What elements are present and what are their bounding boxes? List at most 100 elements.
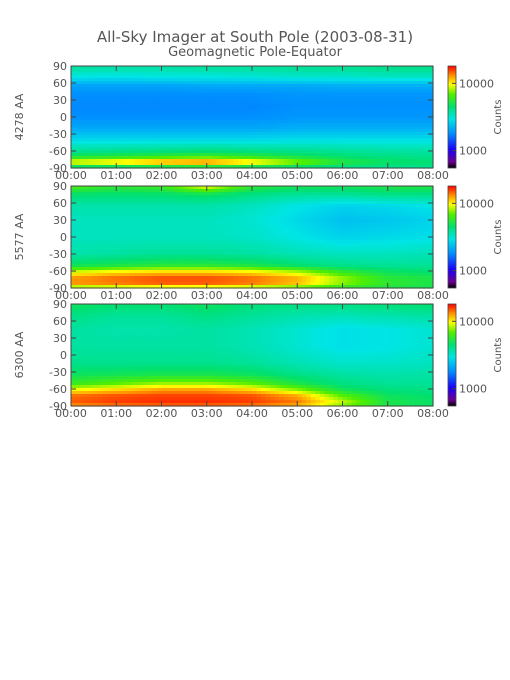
heatmap-cell (410, 240, 416, 244)
heatmap-cell (356, 99, 362, 103)
heatmap-cell (419, 237, 425, 241)
heatmap-cell (270, 135, 276, 139)
heatmap-cell (356, 159, 362, 163)
heatmap-cell (369, 153, 375, 157)
heatmap-cell (116, 261, 122, 265)
heatmap-cell (229, 195, 235, 199)
heatmap-cell (138, 192, 145, 196)
heatmap-cell (80, 249, 86, 253)
heatmap-cell (396, 228, 402, 232)
heatmap-cell (410, 243, 416, 247)
heatmap-cell (71, 198, 77, 202)
heatmap-cell (288, 87, 294, 91)
heatmap-cell (188, 189, 194, 193)
heatmap-cell (238, 231, 244, 235)
heatmap-cell (170, 78, 176, 82)
heatmap-cell (414, 249, 421, 253)
heatmap-cell (369, 246, 375, 250)
heatmap-cell (193, 264, 199, 268)
heatmap-cell (125, 231, 131, 235)
heatmap-cell (179, 129, 185, 133)
heatmap-cell (166, 249, 172, 253)
heatmap-cell (147, 144, 154, 148)
heatmap-cell (152, 66, 158, 70)
heatmap-cell (279, 234, 285, 238)
heatmap-cell (279, 222, 285, 226)
heatmap-cell (265, 129, 271, 133)
heatmap-cell (378, 156, 384, 160)
heatmap-cell (242, 195, 249, 199)
heatmap-cell (405, 234, 411, 238)
x-tick-label: 06:00 (327, 169, 359, 182)
heatmap-cell (383, 165, 389, 169)
heatmap-cell (134, 72, 140, 76)
heatmap-cell (170, 240, 176, 244)
heatmap-cell (292, 249, 298, 253)
heatmap-cell (179, 66, 185, 70)
heatmap-cell (129, 210, 135, 214)
heatmap-cell (98, 246, 104, 250)
heatmap-cell (261, 216, 267, 220)
heatmap-cell (197, 204, 203, 208)
heatmap-cell (333, 66, 339, 70)
heatmap-cell (387, 114, 393, 118)
heatmap-cell (107, 246, 113, 250)
heatmap-cell (288, 147, 294, 151)
colorbar-label: Counts (493, 100, 504, 135)
heatmap-cell (134, 78, 140, 82)
heatmap-cell (342, 114, 348, 118)
heatmap-cell (378, 210, 384, 214)
heatmap-cell (328, 111, 335, 115)
heatmap-cell (107, 135, 113, 139)
heatmap-cell (188, 267, 194, 271)
heatmap-cell (324, 186, 330, 190)
heatmap-cell (401, 225, 407, 229)
heatmap-cell (75, 105, 81, 109)
heatmap-cell (261, 75, 267, 79)
heatmap-cell (147, 165, 154, 169)
heatmap-cell (356, 258, 362, 262)
heatmap-cell (374, 210, 380, 214)
heatmap-cell (247, 156, 253, 160)
heatmap-cell (419, 72, 425, 76)
heatmap-cell (347, 72, 353, 76)
heatmap-cell (410, 219, 416, 223)
heatmap-cell (224, 243, 230, 247)
heatmap-cell (166, 78, 172, 82)
heatmap-cell (374, 186, 380, 190)
heatmap-cell (111, 219, 117, 223)
heatmap-cell (265, 165, 271, 169)
heatmap-cell (306, 153, 312, 157)
heatmap-cell (392, 165, 398, 169)
heatmap-cell (383, 159, 389, 163)
heatmap-cell (396, 111, 402, 115)
heatmap-cell (369, 261, 375, 265)
heatmap-cell (405, 99, 411, 103)
heatmap-cell (143, 132, 149, 136)
heatmap-cell (410, 114, 416, 118)
heatmap-cell (197, 153, 203, 157)
heatmap-cell (252, 156, 258, 160)
heatmap-cell (337, 195, 344, 199)
heatmap-cell (414, 159, 421, 163)
heatmap-cell (247, 144, 253, 148)
heatmap-cell (347, 219, 353, 223)
heatmap-cell (242, 141, 249, 145)
heatmap-cell (116, 234, 122, 238)
heatmap-cell (120, 165, 126, 169)
heatmap-cell (274, 114, 280, 118)
heatmap-cell (89, 75, 95, 79)
heatmap-cell (116, 105, 122, 109)
heatmap-cell (161, 258, 167, 262)
heatmap-cell (229, 237, 235, 241)
heatmap-cell (378, 150, 384, 154)
heatmap-cell (80, 198, 86, 202)
heatmap-cell (319, 156, 325, 160)
heatmap-cell (265, 105, 271, 109)
heatmap-cell (297, 213, 303, 217)
heatmap-cell (265, 267, 271, 271)
heatmap-cell (401, 126, 407, 130)
heatmap-cell (89, 147, 95, 151)
heatmap-cell (184, 84, 190, 88)
heatmap-cell (98, 240, 104, 244)
